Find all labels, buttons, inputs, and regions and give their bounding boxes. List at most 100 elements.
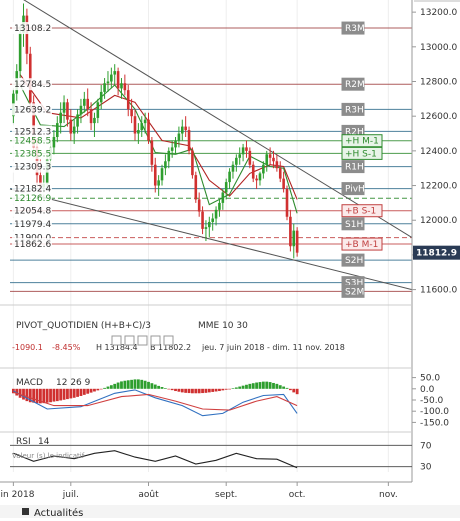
macd-histogram-bar (194, 388, 198, 394)
candle-body (204, 227, 208, 229)
candle-body (251, 164, 255, 179)
candle-body (201, 211, 204, 229)
pivot-tag-label: S3H (345, 279, 363, 289)
candle-body (93, 117, 96, 124)
candle-body (174, 140, 177, 148)
macd-histogram-bar (123, 380, 127, 389)
candle-body (39, 175, 42, 188)
macd-histogram-bar (241, 385, 245, 389)
macd-pane: MACD 12 26 9 50.00.0-50.0-100.0-150.0 (0, 367, 449, 428)
pivot-tag-box (341, 160, 365, 174)
candle-body (289, 216, 292, 247)
trendline (23, 0, 413, 238)
macd-histogram-bar (143, 380, 147, 389)
macd-histogram-bar (89, 388, 93, 393)
news-panel-title: Actualités (34, 507, 83, 518)
macd-histogram-bar (265, 381, 269, 389)
macd-histogram-bar (228, 388, 231, 390)
legend: PIVOT_QUOTIDIEN (H+B+C)/3 MME 10 30 -1090.… (0, 304, 412, 352)
candle-body (157, 180, 160, 186)
candle-body (238, 154, 242, 158)
legend-high: H 13184.4 (96, 343, 138, 352)
macd-histogram-bar (106, 386, 110, 389)
macd-histogram-bar (275, 383, 279, 389)
left-label-bg (12, 78, 52, 91)
candle-body (292, 230, 296, 247)
left-level-label: 12639.2 (14, 105, 51, 115)
candle-body (177, 133, 181, 141)
time-tick-label: oct. (289, 490, 306, 500)
macd-histogram-bar (133, 379, 137, 389)
rsi-tick-label: 30 (420, 463, 432, 473)
candle-body (278, 168, 282, 179)
candle-body (235, 157, 238, 165)
candle-body (99, 91, 103, 103)
candle-body (123, 83, 127, 91)
legend-change: -1090.1 (12, 343, 43, 352)
legend-ma-label: MME 10 30 (198, 321, 248, 331)
macd-histogram-bar (49, 388, 52, 403)
candle-body (285, 189, 289, 217)
candle-body (147, 119, 150, 141)
left-label-bg (12, 160, 52, 173)
left-label-bg (12, 134, 52, 147)
current-price-box (413, 245, 460, 260)
legend-control-square (150, 335, 161, 346)
macd-tick-label: -50.0 (420, 396, 444, 406)
macd-line (13, 389, 298, 417)
price-tick-label: 12600.0 (420, 112, 457, 122)
macd-histogram-bar (207, 388, 211, 393)
legend-control-square (163, 335, 174, 346)
left-label-bg (12, 103, 52, 116)
macd-histogram-bar (99, 388, 103, 390)
candle-body (76, 114, 79, 127)
pivot-tag-box (341, 253, 365, 267)
price-axis: 11600.0 12000.0 12200.0 12400.0 12600.0 12800… (411, 0, 460, 482)
candle-body (208, 221, 211, 228)
left-label-bg (12, 192, 52, 205)
price-tick-label: 12000.0 (420, 216, 457, 226)
macd-histogram-bar (224, 388, 228, 390)
candle-body (268, 154, 272, 158)
candle-body (258, 173, 262, 181)
pivot-tag-label: R2M (345, 80, 365, 90)
macd-histogram-bar (234, 387, 238, 389)
candle-body (228, 171, 231, 183)
left-label-bg (12, 217, 52, 230)
candle-body (282, 178, 285, 190)
current-price-label: 11812.9 (416, 249, 457, 259)
candle-body (221, 192, 225, 203)
pivot-tag-box (341, 134, 383, 148)
macd-tick-label: 50.0 (420, 374, 440, 384)
candle-body (272, 157, 275, 162)
macd-label: MACD (16, 378, 43, 388)
left-label-bg (12, 125, 52, 138)
macd-histogram-bar (140, 379, 144, 389)
left-level-label: 12126.9 (14, 194, 51, 204)
macd-histogram-bar (66, 388, 69, 400)
macd-histogram-bar (52, 388, 56, 402)
time-tick-label: sept. (215, 490, 237, 500)
macd-tick-label: -100.0 (420, 407, 449, 417)
macd-histogram-bar (187, 388, 191, 394)
candle-body (66, 102, 69, 120)
candle-body (106, 81, 110, 84)
pivot-tag-box (341, 102, 365, 116)
left-level-label: 12512.3 (14, 127, 51, 137)
candle-body (224, 182, 228, 193)
pivot-tag-box (341, 284, 365, 298)
price-tick-label: 12400.0 (420, 147, 457, 157)
candle-body (62, 102, 66, 113)
candle-body (214, 209, 218, 219)
macd-histogram-bar (32, 388, 36, 403)
left-label-bg (12, 204, 52, 217)
macd-histogram-bar (55, 388, 59, 402)
news-panel: Actualités (0, 505, 460, 519)
candle-body (194, 175, 198, 200)
macd-histogram-bar (180, 388, 184, 393)
macd-histogram-bar (248, 383, 252, 389)
macd-histogram-bar (25, 388, 29, 402)
candle-body (83, 98, 86, 106)
candle-body (248, 150, 252, 165)
candle-body (103, 83, 106, 92)
